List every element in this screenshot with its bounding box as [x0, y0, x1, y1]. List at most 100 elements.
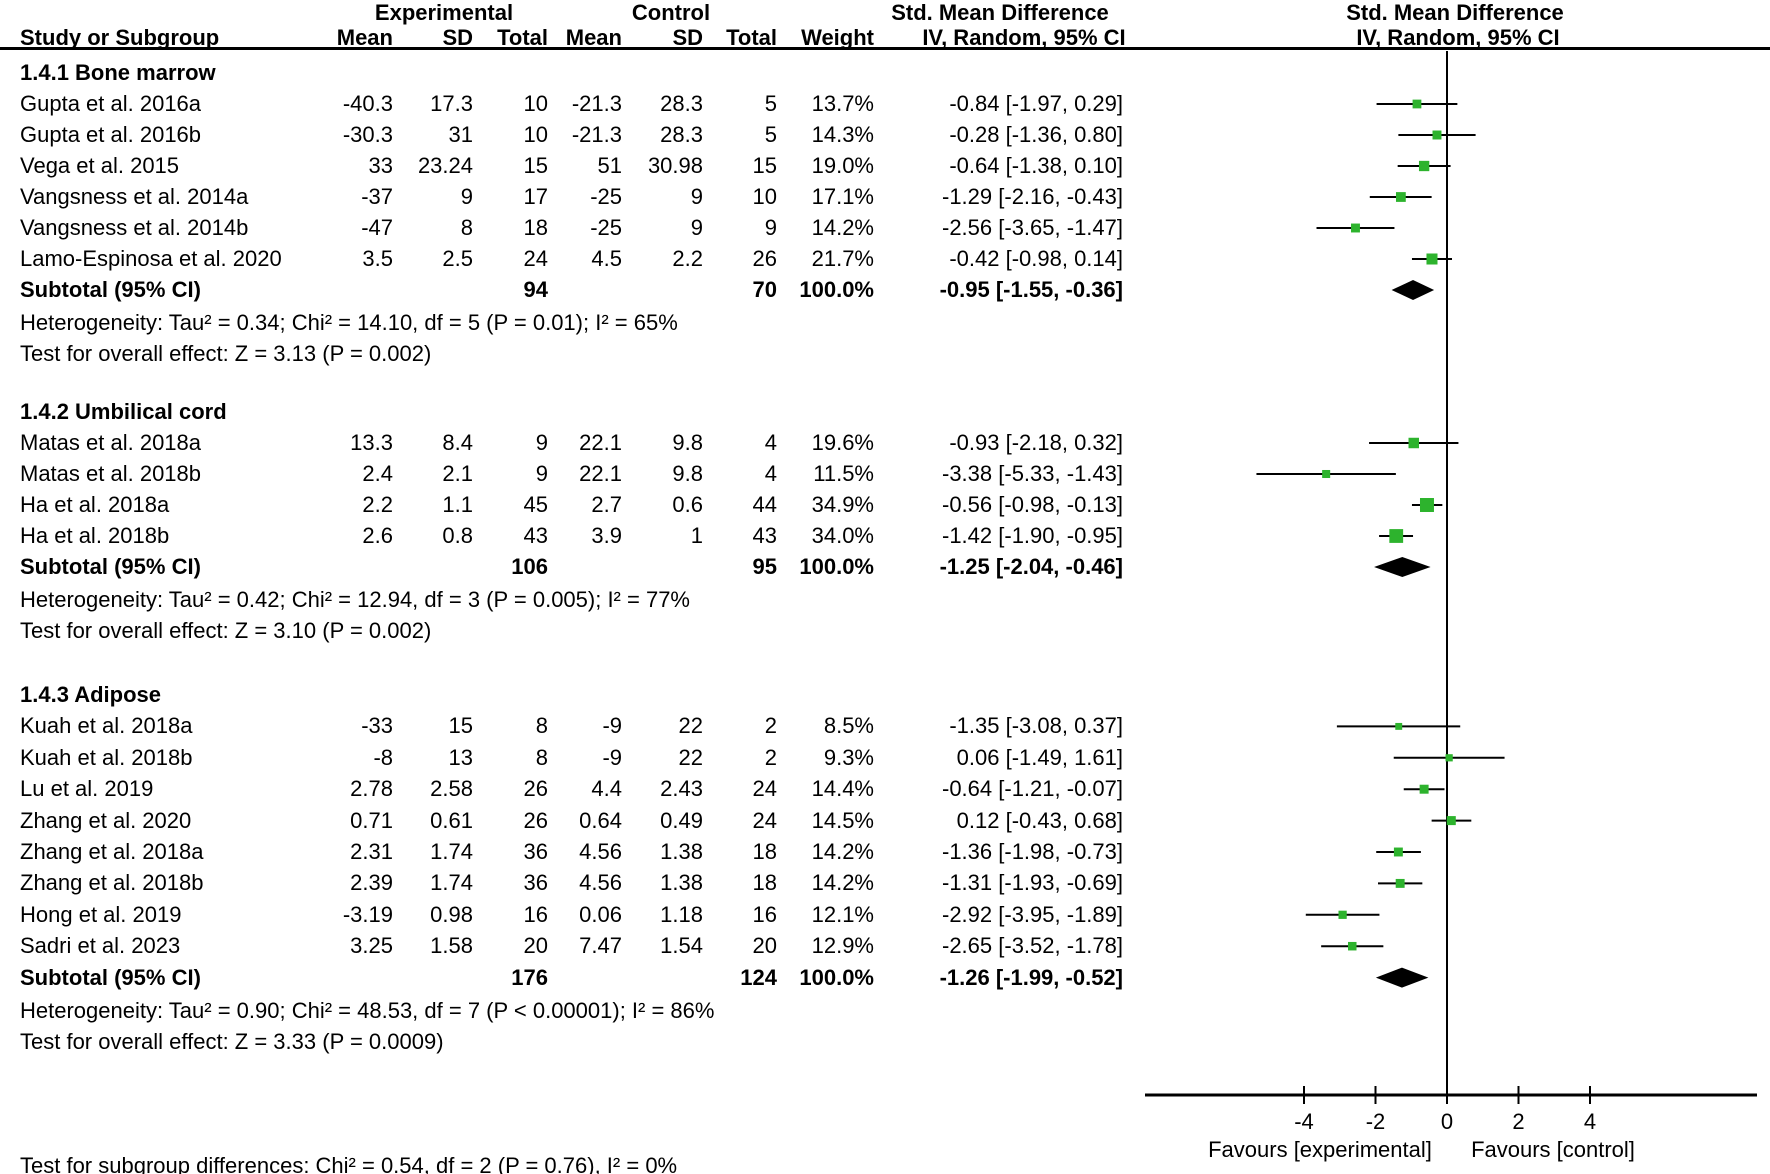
- cell-ctl-total: 16: [752, 901, 777, 927]
- plot-column-title: Std. Mean Difference: [1346, 0, 1564, 25]
- favours-control-label: Favours [control]: [1471, 1137, 1635, 1162]
- cell-exp-mean: -3.19: [342, 901, 393, 927]
- cell-ctl-sd: 1.38: [660, 839, 703, 864]
- cell-exp-total: 10: [523, 91, 548, 116]
- subtotal-ctl-total: 124: [740, 964, 777, 990]
- study-name: Gupta et al. 2016a: [20, 91, 202, 116]
- cell-smd-ci: -1.29 [-2.16, -0.43]: [942, 184, 1123, 209]
- effect-square-marker: [1432, 130, 1442, 140]
- exp-sd-header: SD: [442, 25, 473, 50]
- cell-exp-total: 26: [523, 807, 548, 833]
- cell-smd-ci: -1.42 [-1.90, -0.95]: [942, 523, 1123, 548]
- cell-exp-sd: 1.74: [430, 839, 473, 864]
- cell-ctl-total: 43: [752, 523, 777, 548]
- cell-exp-total: 36: [523, 870, 548, 896]
- cell-ctl-mean: 0.64: [579, 807, 622, 833]
- cell-weight: 34.9%: [811, 492, 874, 517]
- cell-smd-ci: -0.56 [-0.98, -0.13]: [942, 492, 1123, 517]
- cell-ctl-mean: 4.5: [591, 246, 622, 271]
- axis-tick-label: -4: [1294, 1109, 1314, 1134]
- subtotal-label: Subtotal (95% CI): [20, 964, 201, 990]
- subtotal-label: Subtotal (95% CI): [20, 554, 201, 579]
- cell-ctl-mean: -9: [602, 744, 622, 770]
- cell-exp-total: 45: [523, 492, 548, 517]
- axis-tick-label: 0: [1440, 1109, 1454, 1134]
- cell-smd-ci: -2.56 [-3.65, -1.47]: [942, 215, 1123, 240]
- heterogeneity-stats: Heterogeneity: Tau² = 0.42; Chi² = 12.94…: [20, 587, 690, 612]
- cell-exp-total: 43: [523, 523, 548, 548]
- subtotal-diamond: [1374, 557, 1431, 577]
- heterogeneity-stats: Heterogeneity: Tau² = 0.34; Chi² = 14.10…: [20, 310, 678, 335]
- cell-weight: 14.4%: [811, 776, 874, 802]
- cell-exp-sd: 0.8: [442, 523, 473, 548]
- cell-exp-mean: -33: [361, 713, 393, 739]
- subtotal-smd-ci: -1.26 [-1.99, -0.52]: [939, 964, 1123, 990]
- method-header: IV, Random, 95% CI: [922, 25, 1126, 50]
- study-name: Ha et al. 2018a: [20, 492, 170, 517]
- cell-smd-ci: -0.28 [-1.36, 0.80]: [949, 122, 1123, 147]
- cell-ctl-mean: 0.06: [579, 901, 622, 927]
- cell-weight: 14.5%: [811, 807, 874, 833]
- cell-weight: 12.1%: [811, 901, 874, 927]
- cell-ctl-mean: -25: [590, 215, 622, 240]
- cell-exp-total: 10: [523, 122, 548, 147]
- cell-ctl-sd: 1.38: [660, 870, 703, 896]
- subtotal-weight: 100.0%: [799, 964, 874, 990]
- cell-exp-total: 26: [523, 776, 548, 802]
- effect-square-marker: [1348, 941, 1357, 951]
- subtotal-smd-ci: -1.25 [-2.04, -0.46]: [939, 554, 1123, 579]
- overall-effect-test: Test for overall effect: Z = 3.10 (P = 0…: [20, 618, 432, 643]
- control-group-header: Control: [631, 0, 711, 25]
- cell-exp-total: 8: [535, 713, 548, 739]
- heterogeneity-stats: Heterogeneity: Tau² = 0.90; Chi² = 48.53…: [20, 997, 715, 1023]
- study-name: Vangsness et al. 2014a: [20, 184, 249, 209]
- cell-exp-mean: -40.3: [342, 91, 393, 116]
- effect-square-marker: [1426, 253, 1438, 265]
- cell-ctl-sd: 9: [690, 184, 703, 209]
- cell-exp-mean: 2.6: [362, 523, 393, 548]
- cell-smd-ci: -1.36 [-1.98, -0.73]: [942, 839, 1123, 864]
- study-column-header: Study or Subgroup: [20, 25, 220, 50]
- cell-weight: 17.1%: [811, 184, 874, 209]
- cell-ctl-sd: 22: [678, 713, 703, 739]
- cell-smd-ci: -0.42 [-0.98, 0.14]: [949, 246, 1123, 271]
- effect-square-marker: [1446, 816, 1456, 826]
- cell-ctl-total: 5: [764, 122, 777, 147]
- subtotal-ctl-total: 70: [752, 277, 777, 302]
- effect-square-marker: [1389, 529, 1404, 543]
- cell-exp-sd: 17.3: [430, 91, 473, 116]
- cell-ctl-sd: 30.98: [647, 153, 703, 178]
- cell-exp-sd: 13: [448, 744, 473, 770]
- cell-smd-ci: -0.84 [-1.97, 0.29]: [949, 91, 1123, 116]
- subtotal-exp-total: 176: [511, 964, 548, 990]
- cell-ctl-mean: 7.47: [579, 933, 622, 959]
- cell-exp-mean: -47: [361, 215, 393, 240]
- exp-mean-header: Mean: [336, 25, 393, 50]
- study-name: Matas et al. 2018b: [20, 461, 202, 486]
- cell-exp-sd: 1.74: [430, 870, 473, 896]
- cell-ctl-mean: 22.1: [579, 461, 622, 486]
- cell-smd-ci: 0.06 [-1.49, 1.61]: [956, 744, 1123, 770]
- cell-exp-mean: 3.25: [350, 933, 393, 959]
- ctl-sd-header: SD: [672, 25, 703, 50]
- subtotal-diamond: [1375, 967, 1429, 988]
- favours-experimental-label: Favours [experimental]: [1208, 1137, 1432, 1162]
- effect-square-marker: [1393, 847, 1403, 857]
- study-name: Kuah et al. 2018a: [20, 713, 193, 739]
- cell-smd-ci: -2.92 [-3.95, -1.89]: [942, 901, 1123, 927]
- cell-exp-mean: 13.3: [350, 430, 393, 455]
- cell-exp-mean: 2.78: [350, 776, 393, 802]
- header-rule: [0, 47, 1770, 50]
- cell-ctl-mean: 4.56: [579, 839, 622, 864]
- smd-column-title: Std. Mean Difference: [891, 0, 1109, 25]
- cell-exp-total: 15: [523, 153, 548, 178]
- cell-weight: 14.2%: [811, 215, 874, 240]
- cell-ctl-total: 5: [764, 91, 777, 116]
- cell-ctl-sd: 0.6: [672, 492, 703, 517]
- cell-exp-mean: 0.71: [350, 807, 393, 833]
- plot-method-header: IV, Random, 95% CI: [1356, 25, 1560, 50]
- effect-square-marker: [1395, 192, 1406, 202]
- study-name: Ha et al. 2018b: [20, 523, 170, 548]
- cell-ctl-mean: -21.3: [571, 91, 622, 116]
